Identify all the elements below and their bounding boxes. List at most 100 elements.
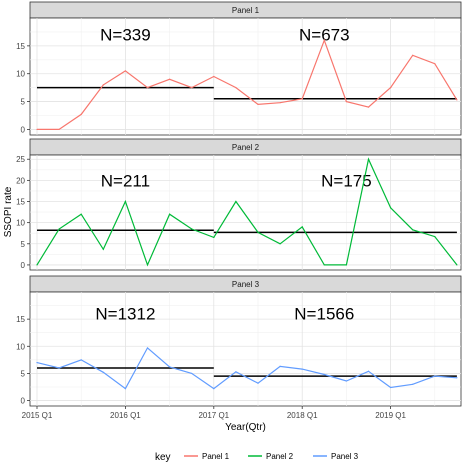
data-point <box>456 264 458 266</box>
data-point <box>124 70 126 72</box>
y-tick-label: 0 <box>21 397 26 406</box>
data-point <box>257 231 259 233</box>
data-point <box>102 84 104 86</box>
y-axis-title: SSOPI rate <box>3 186 14 237</box>
data-point <box>146 87 149 89</box>
data-point <box>169 213 171 215</box>
x-axis-title: Year(Qtr) <box>225 422 266 433</box>
data-point <box>434 375 436 377</box>
data-point <box>213 75 215 78</box>
y-tick-label: 10 <box>16 70 25 79</box>
panel-strip-label: Panel 3 <box>232 280 260 289</box>
data-point <box>367 158 370 160</box>
data-point <box>58 228 60 230</box>
data-point <box>323 264 325 266</box>
data-point <box>367 370 370 372</box>
legend-entry-label: Panel 2 <box>266 452 294 461</box>
data-point <box>279 243 281 245</box>
data-point <box>412 383 414 385</box>
sample-size-label: N=1312 <box>95 305 155 324</box>
sample-size-label: N=1566 <box>294 305 354 324</box>
y-tick-label: 15 <box>16 198 25 207</box>
data-point <box>367 106 370 108</box>
data-point <box>102 371 104 373</box>
data-point <box>323 39 325 41</box>
data-point <box>279 102 281 104</box>
sample-size-label: N=211 <box>101 171 150 190</box>
legend-entry-label: Panel 1 <box>202 452 230 461</box>
data-point <box>235 200 237 203</box>
data-point <box>80 359 82 361</box>
legend-entry-label: Panel 3 <box>331 452 359 461</box>
data-point <box>390 386 392 389</box>
data-point <box>390 87 392 89</box>
data-point <box>36 128 38 131</box>
y-tick-label: 20 <box>16 176 25 185</box>
data-point <box>169 78 171 80</box>
data-point <box>301 226 303 228</box>
y-tick-label: 15 <box>16 315 25 324</box>
data-point <box>80 113 82 115</box>
y-tick-label: 10 <box>16 219 25 228</box>
y-tick-label: 0 <box>21 125 26 134</box>
data-point <box>58 128 60 131</box>
data-point <box>58 367 60 369</box>
data-point <box>124 200 126 203</box>
sample-size-label: N=339 <box>100 26 151 45</box>
data-point <box>323 373 325 376</box>
panel-area-2 <box>29 154 462 271</box>
data-point <box>412 229 414 231</box>
data-point <box>235 371 237 373</box>
series-line-1 <box>37 38 458 130</box>
data-point <box>235 87 237 89</box>
series-line-3 <box>36 346 457 390</box>
data-point <box>213 388 215 390</box>
data-point <box>301 98 303 100</box>
data-point <box>301 368 303 370</box>
data-point <box>456 99 458 101</box>
data-point <box>345 100 347 103</box>
x-tick-label: 2016 Q1 <box>110 411 141 420</box>
data-point <box>169 366 171 368</box>
y-tick-label: 25 <box>16 155 25 164</box>
y-tick-label: 5 <box>21 369 26 378</box>
sample-size-label: N=175 <box>321 171 372 190</box>
data-point <box>257 103 259 105</box>
x-tick-label: 2018 Q1 <box>287 411 318 420</box>
y-tick-label: 10 <box>16 342 25 351</box>
y-tick-label: 5 <box>21 98 26 107</box>
data-point <box>102 248 104 250</box>
data-point <box>434 63 436 65</box>
data-point <box>191 228 193 230</box>
data-point <box>456 377 458 379</box>
data-point <box>36 361 38 364</box>
y-tick-label: 15 <box>16 42 25 51</box>
sample-size-label: N=673 <box>299 26 350 45</box>
data-point <box>390 207 392 209</box>
x-tick-label: 2019 Q1 <box>375 411 406 420</box>
series-line-2 <box>36 157 458 267</box>
panel-strip-label: Panel 1 <box>232 6 260 15</box>
data-point <box>124 388 126 390</box>
data-point <box>345 264 347 266</box>
y-tick-label: 0 <box>21 261 26 270</box>
panel-area-1 <box>29 17 462 136</box>
data-point <box>279 365 281 367</box>
data-point <box>80 213 82 215</box>
data-point <box>345 380 347 382</box>
data-point <box>434 235 436 238</box>
data-point <box>191 87 193 89</box>
data-point <box>213 236 215 239</box>
data-point <box>257 382 259 384</box>
panel-strip-label: Panel 2 <box>232 143 260 152</box>
data-point <box>412 54 414 56</box>
data-point <box>146 264 149 266</box>
legend-title: key <box>155 452 171 463</box>
x-tick-label: 2015 Q1 <box>22 411 53 420</box>
data-point <box>36 264 38 266</box>
data-point <box>191 372 193 375</box>
y-tick-label: 5 <box>21 240 26 249</box>
x-tick-label: 2017 Q1 <box>198 411 229 420</box>
data-point <box>146 347 149 349</box>
